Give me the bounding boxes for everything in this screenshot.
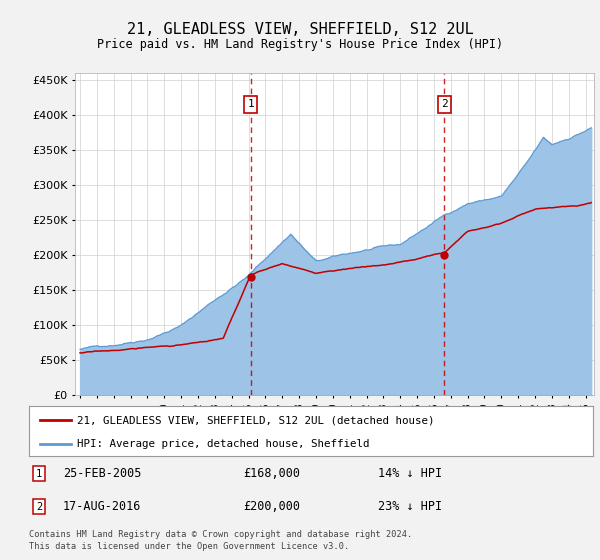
- Text: 21, GLEADLESS VIEW, SHEFFIELD, S12 2UL: 21, GLEADLESS VIEW, SHEFFIELD, S12 2UL: [127, 22, 473, 38]
- Text: 1: 1: [247, 99, 254, 109]
- Text: Price paid vs. HM Land Registry's House Price Index (HPI): Price paid vs. HM Land Registry's House …: [97, 38, 503, 51]
- Text: 25-FEB-2005: 25-FEB-2005: [62, 467, 141, 480]
- Text: Contains HM Land Registry data © Crown copyright and database right 2024.: Contains HM Land Registry data © Crown c…: [29, 530, 412, 539]
- Text: 2: 2: [441, 99, 448, 109]
- Text: 1: 1: [36, 469, 42, 479]
- Text: HPI: Average price, detached house, Sheffield: HPI: Average price, detached house, Shef…: [77, 439, 369, 449]
- Text: 14% ↓ HPI: 14% ↓ HPI: [379, 467, 443, 480]
- Text: 2: 2: [36, 502, 42, 512]
- Text: 23% ↓ HPI: 23% ↓ HPI: [379, 500, 443, 513]
- Text: £168,000: £168,000: [243, 467, 300, 480]
- Text: 21, GLEADLESS VIEW, SHEFFIELD, S12 2UL (detached house): 21, GLEADLESS VIEW, SHEFFIELD, S12 2UL (…: [77, 415, 434, 425]
- Text: This data is licensed under the Open Government Licence v3.0.: This data is licensed under the Open Gov…: [29, 542, 349, 551]
- Text: 17-AUG-2016: 17-AUG-2016: [62, 500, 141, 513]
- Text: £200,000: £200,000: [243, 500, 300, 513]
